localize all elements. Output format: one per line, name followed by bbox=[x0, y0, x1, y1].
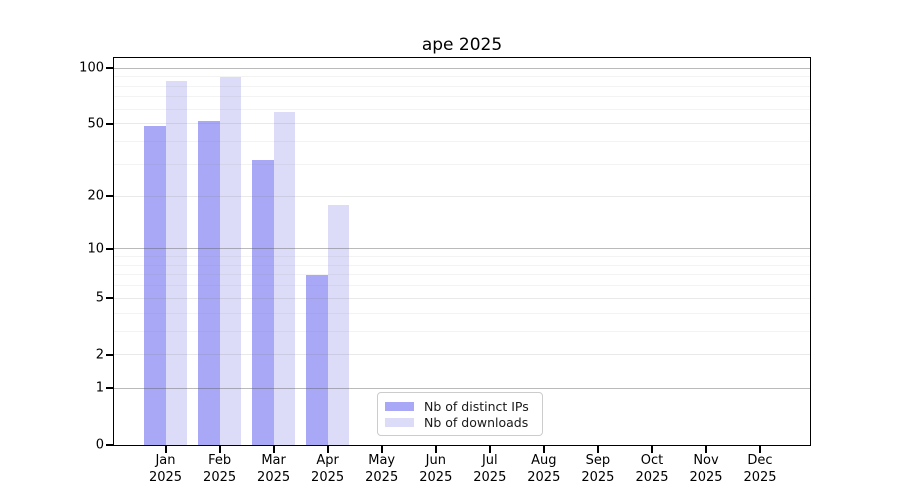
x-tick-label: Feb 2025 bbox=[203, 453, 237, 485]
gridline-major bbox=[114, 387, 810, 389]
bars-layer bbox=[114, 58, 810, 445]
x-tick-mark bbox=[326, 446, 329, 453]
gridline-minor bbox=[114, 256, 810, 258]
gridline-mid bbox=[114, 123, 810, 125]
grid-layer bbox=[114, 58, 810, 445]
gridline-minor bbox=[114, 163, 810, 165]
x-tick-label: Dec 2025 bbox=[743, 453, 777, 485]
gridline-minor bbox=[114, 330, 810, 332]
plot-area: Nb of distinct IPs Nb of downloads bbox=[113, 57, 811, 446]
gridline-minor bbox=[114, 264, 810, 266]
y-tick-mark bbox=[106, 247, 113, 250]
x-tick-mark bbox=[759, 446, 761, 453]
x-tick-mark bbox=[272, 446, 275, 453]
gridline-minor bbox=[114, 274, 810, 276]
legend: Nb of distinct IPs Nb of downloads bbox=[377, 392, 543, 436]
gridline-minor bbox=[114, 96, 810, 98]
y-tick-label: 50 bbox=[87, 116, 104, 132]
gridline-mid bbox=[114, 297, 810, 299]
gridline-minor bbox=[114, 108, 810, 110]
x-tick-mark bbox=[705, 446, 707, 453]
y-tick-mark bbox=[106, 297, 113, 300]
x-tick-label: Jul 2025 bbox=[473, 453, 507, 485]
gridline-mid bbox=[114, 195, 810, 197]
y-tick-label: 0 bbox=[95, 437, 104, 452]
x-tick-mark bbox=[380, 446, 383, 453]
gridline-minor bbox=[114, 76, 810, 78]
legend-item-distinct-ips: Nb of distinct IPs bbox=[385, 398, 535, 414]
x-tick-label: Aug 2025 bbox=[527, 453, 561, 485]
x-tick-mark bbox=[542, 446, 545, 453]
y-tick-mark bbox=[106, 443, 113, 446]
bar-downloads bbox=[219, 77, 241, 445]
bar-distinct-ips bbox=[305, 275, 328, 445]
chart-title: ape 2025 bbox=[421, 35, 503, 55]
y-tick-mark bbox=[106, 387, 113, 389]
x-tick-mark bbox=[596, 446, 599, 453]
bar-downloads bbox=[327, 204, 349, 445]
y-tick-label: 100 bbox=[79, 60, 104, 76]
gridline-major bbox=[114, 248, 810, 250]
y-tick-label: 2 bbox=[95, 347, 104, 363]
y-tick-label: 10 bbox=[87, 241, 104, 257]
legend-label-downloads: Nb of downloads bbox=[424, 414, 529, 430]
x-tick-label: Jan 2025 bbox=[148, 453, 183, 485]
x-tick-mark bbox=[434, 446, 437, 453]
x-tick-label: Mar 2025 bbox=[257, 453, 291, 485]
x-tick-mark bbox=[488, 446, 491, 453]
gridline-minor bbox=[114, 85, 810, 87]
y-tick-label: 1 bbox=[95, 380, 104, 396]
y-tick-mark bbox=[106, 67, 113, 70]
y-tick-label: 5 bbox=[95, 290, 104, 306]
x-tick-mark bbox=[218, 446, 221, 453]
legend-swatch-downloads bbox=[385, 417, 414, 427]
y-tick-mark bbox=[106, 195, 113, 198]
legend-label-distinct-ips: Nb of distinct IPs bbox=[424, 398, 529, 414]
bar-distinct-ips bbox=[251, 159, 274, 445]
x-tick-mark bbox=[164, 446, 167, 453]
bar-downloads bbox=[165, 80, 187, 445]
x-tick-label: Nov 2025 bbox=[689, 453, 723, 485]
gridline-minor bbox=[114, 141, 810, 143]
y-tick-mark bbox=[106, 122, 113, 125]
x-tick-mark bbox=[651, 446, 653, 453]
bar-distinct-ips bbox=[197, 121, 220, 445]
x-tick-label: May 2025 bbox=[365, 453, 399, 485]
x-tick-label: Oct 2025 bbox=[635, 453, 669, 485]
legend-item-downloads: Nb of downloads bbox=[385, 414, 535, 430]
y-tick-mark bbox=[106, 353, 113, 356]
gridline-major bbox=[114, 67, 810, 69]
legend-swatch-distinct-ips bbox=[385, 401, 414, 411]
gridline-minor bbox=[114, 285, 810, 287]
bar-downloads bbox=[273, 112, 295, 445]
gridline-mid bbox=[114, 354, 810, 356]
x-tick-label: Sep 2025 bbox=[581, 453, 615, 485]
x-tick-label: Apr 2025 bbox=[311, 453, 345, 485]
x-tick-label: Jun 2025 bbox=[419, 453, 453, 485]
bar-distinct-ips bbox=[143, 125, 166, 445]
y-tick-label: 20 bbox=[87, 188, 104, 204]
gridline-minor bbox=[114, 312, 810, 314]
